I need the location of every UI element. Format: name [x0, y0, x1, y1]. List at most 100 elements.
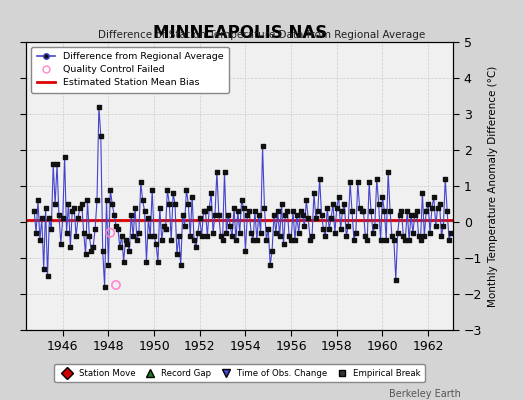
Point: [424, 201, 432, 207]
Point: [390, 237, 398, 243]
Point: [230, 204, 238, 211]
Point: [266, 262, 275, 268]
Point: [163, 186, 171, 193]
Point: [173, 251, 181, 258]
Point: [245, 208, 254, 214]
Point: [268, 248, 276, 254]
Point: [325, 226, 333, 232]
Point: [125, 248, 134, 254]
Point: [75, 204, 84, 211]
Point: [216, 233, 225, 240]
Point: [184, 201, 192, 207]
Point: [154, 258, 162, 265]
Point: [304, 215, 312, 222]
Point: [334, 194, 343, 200]
Point: [435, 201, 444, 207]
Point: [49, 161, 58, 168]
Point: [283, 208, 291, 214]
Point: [369, 230, 377, 236]
Point: [60, 154, 69, 160]
Point: [112, 222, 120, 229]
Point: [85, 233, 94, 240]
Point: [386, 208, 394, 214]
Point: [430, 194, 438, 200]
Point: [411, 212, 419, 218]
Point: [426, 230, 434, 236]
Text: Berkeley Earth: Berkeley Earth: [389, 389, 461, 399]
Point: [329, 201, 337, 207]
Point: [376, 237, 385, 243]
Point: [114, 226, 122, 232]
Point: [323, 204, 332, 211]
Point: [110, 212, 118, 218]
Point: [165, 201, 173, 207]
Point: [112, 282, 120, 288]
Point: [279, 240, 288, 247]
Point: [405, 237, 413, 243]
Point: [272, 230, 280, 236]
Point: [327, 215, 335, 222]
Point: [277, 201, 286, 207]
Point: [80, 230, 88, 236]
Point: [148, 186, 156, 193]
Point: [291, 237, 299, 243]
Point: [348, 208, 356, 214]
Point: [199, 208, 208, 214]
Point: [367, 208, 375, 214]
Point: [391, 276, 400, 283]
Point: [350, 237, 358, 243]
Point: [70, 204, 79, 211]
Point: [255, 212, 263, 218]
Point: [312, 215, 320, 222]
Point: [264, 226, 272, 232]
Title: MINNEAPOLIS NAS: MINNEAPOLIS NAS: [152, 24, 327, 42]
Point: [54, 212, 63, 218]
Point: [422, 208, 430, 214]
Point: [412, 208, 421, 214]
Point: [306, 237, 314, 243]
Point: [152, 240, 160, 247]
Point: [161, 226, 170, 232]
Point: [95, 104, 103, 110]
Point: [339, 208, 347, 214]
Point: [260, 204, 269, 211]
Point: [420, 233, 429, 240]
Point: [344, 222, 353, 229]
Point: [432, 222, 440, 229]
Point: [237, 197, 246, 204]
Point: [47, 226, 56, 232]
Point: [399, 233, 408, 240]
Point: [401, 237, 409, 243]
Legend: Station Move, Record Gap, Time of Obs. Change, Empirical Break: Station Move, Record Gap, Time of Obs. C…: [54, 364, 425, 382]
Point: [117, 233, 126, 240]
Point: [417, 237, 425, 243]
Point: [361, 233, 369, 240]
Point: [380, 208, 389, 214]
Point: [127, 212, 135, 218]
Point: [180, 222, 189, 229]
Point: [292, 212, 301, 218]
Point: [224, 212, 233, 218]
Point: [308, 233, 316, 240]
Point: [219, 237, 227, 243]
Point: [336, 226, 345, 232]
Point: [57, 240, 65, 247]
Point: [256, 230, 265, 236]
Point: [74, 215, 82, 222]
Point: [333, 204, 341, 211]
Point: [388, 233, 396, 240]
Point: [318, 212, 326, 218]
Point: [78, 201, 86, 207]
Point: [443, 208, 451, 214]
Point: [169, 190, 177, 196]
Point: [373, 176, 381, 182]
Point: [215, 212, 223, 218]
Point: [146, 233, 155, 240]
Point: [359, 208, 368, 214]
Point: [144, 215, 152, 222]
Point: [104, 262, 113, 268]
Point: [66, 244, 74, 250]
Point: [119, 258, 128, 265]
Point: [354, 179, 362, 186]
Point: [179, 212, 187, 218]
